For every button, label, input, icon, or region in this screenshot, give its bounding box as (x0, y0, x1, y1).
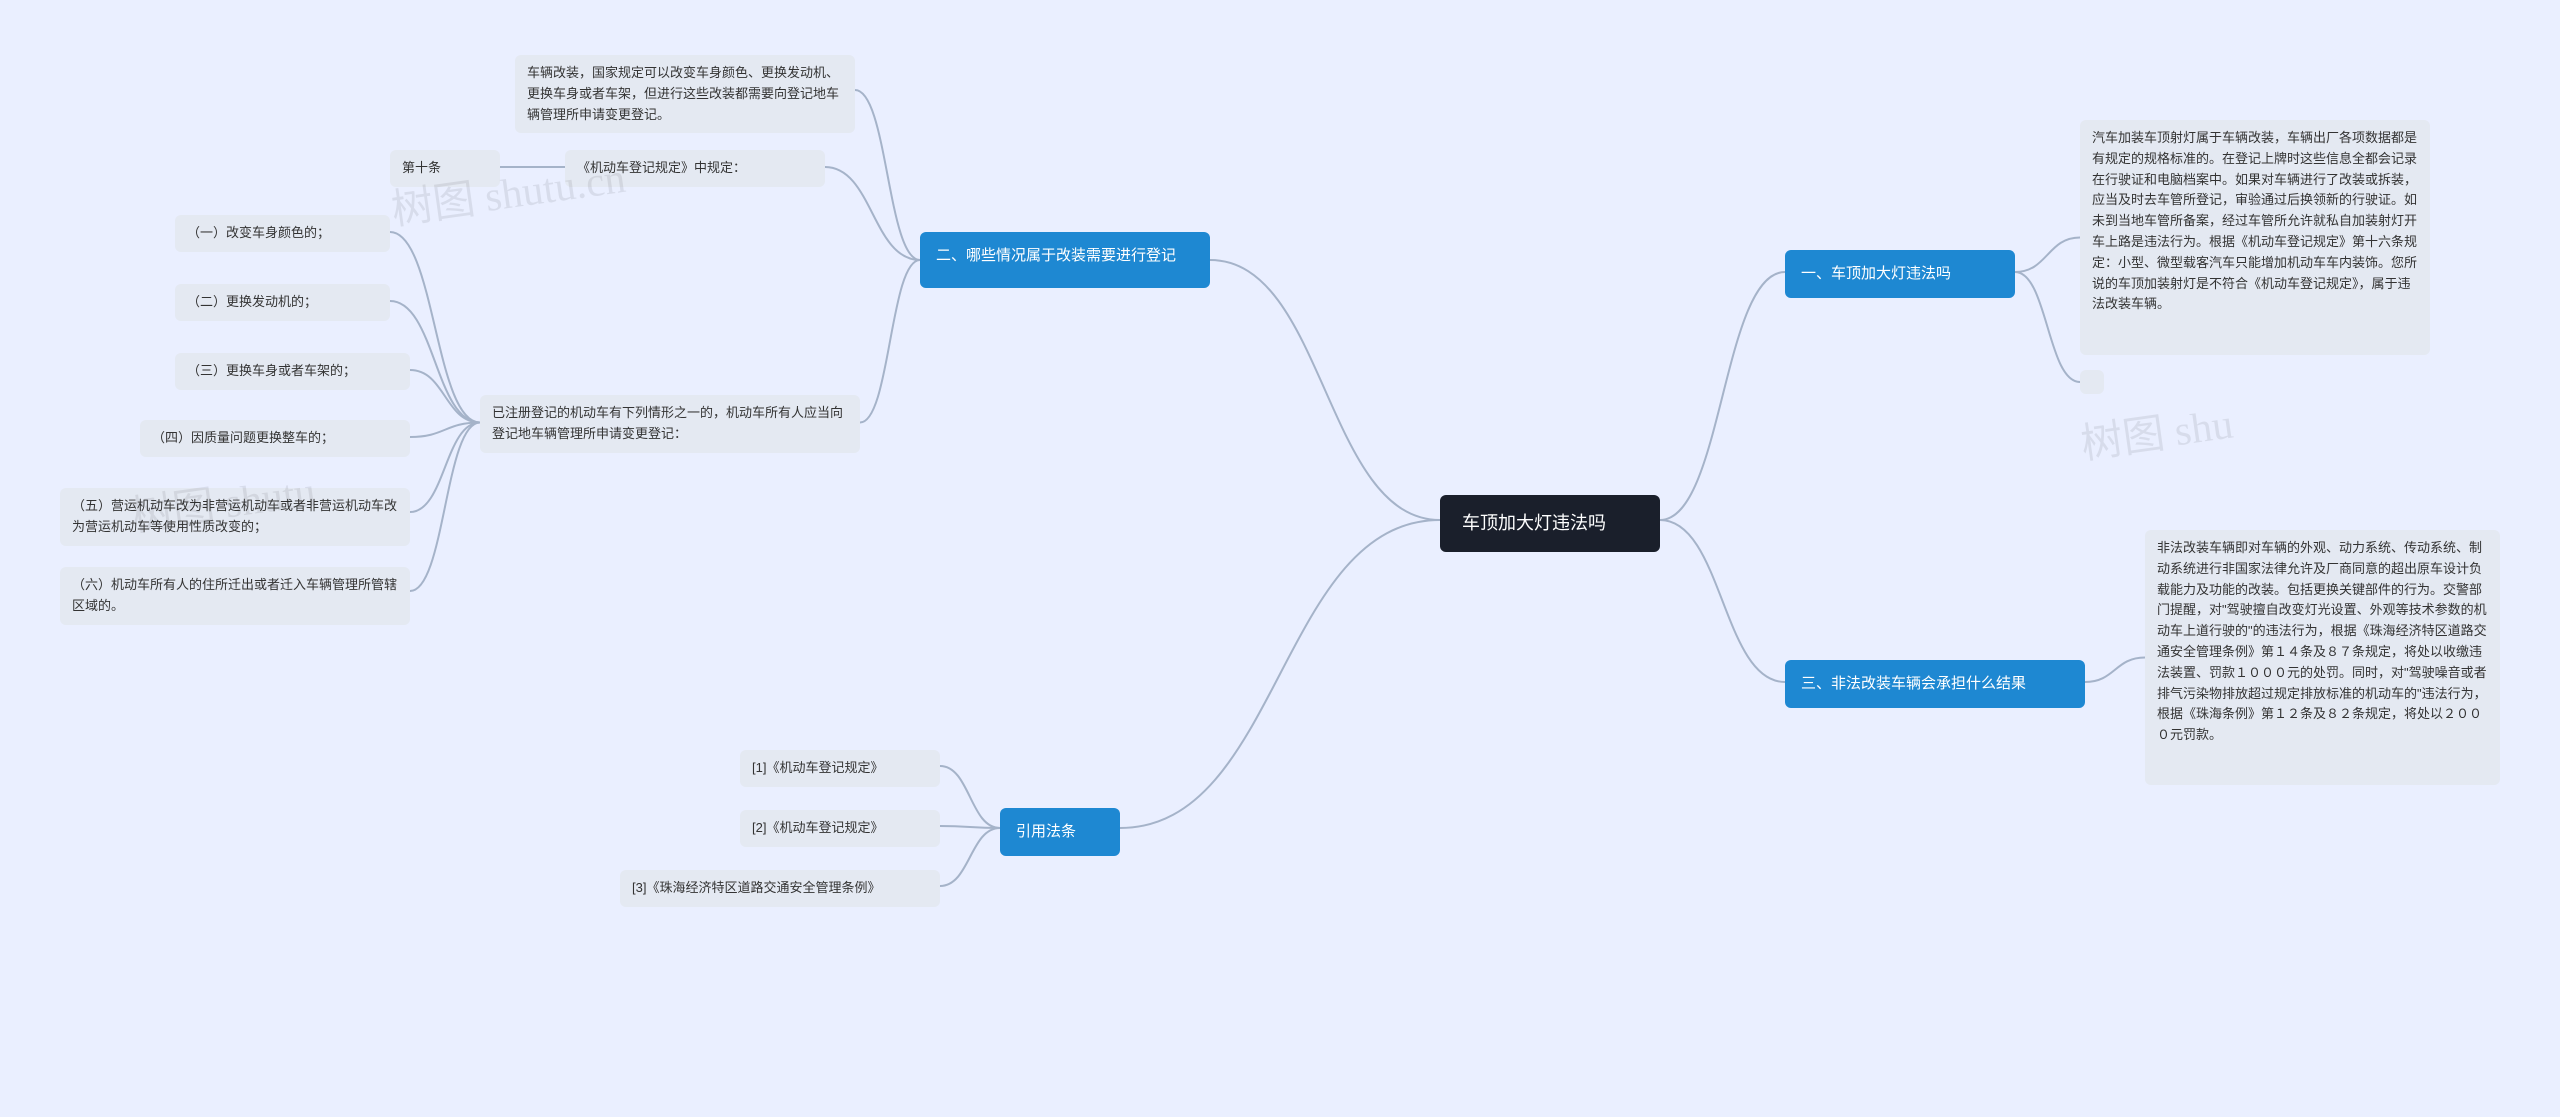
node-l4: （四）因质量问题更换整车的； (140, 420, 410, 457)
node-b4c3: [3]《珠海经济特区道路交通安全管理条例》 (620, 870, 940, 907)
node-root: 车顶加大灯违法吗 (1440, 495, 1660, 552)
node-b3: 三、非法改装车辆会承担什么结果 (1785, 660, 2085, 708)
node-b4c2: [2]《机动车登记规定》 (740, 810, 940, 847)
node-l2: （二）更换发动机的； (175, 284, 390, 321)
node-b2c3: 已注册登记的机动车有下列情形之一的，机动车所有人应当向登记地车辆管理所申请变更登… (480, 395, 860, 453)
node-b1: 一、车顶加大灯违法吗 (1785, 250, 2015, 298)
watermark-2: 树图 shu (2076, 390, 2236, 472)
node-b2c1: 车辆改装，国家规定可以改变车身颜色、更换发动机、更换车身或者车架，但进行这些改装… (515, 55, 855, 133)
node-l1: （一）改变车身颜色的； (175, 215, 390, 252)
node-b4: 引用法条 (1000, 808, 1120, 856)
node-l5: （五）营运机动车改为非营运机动车或者非营运机动车改为营运机动车等使用性质改变的； (60, 488, 410, 546)
node-b1c1: 汽车加装车顶射灯属于车辆改装，车辆出厂各项数据都是有规定的规格标准的。在登记上牌… (2080, 120, 2430, 355)
node-b2: 二、哪些情况属于改装需要进行登记 (920, 232, 1210, 288)
node-b2c2: 《机动车登记规定》中规定： (565, 150, 825, 187)
node-b2c2a: 第十条 (390, 150, 500, 187)
node-b3c1: 非法改装车辆即对车辆的外观、动力系统、传动系统、制动系统进行非国家法律允许及厂商… (2145, 530, 2500, 785)
node-l3: （三）更换车身或者车架的； (175, 353, 410, 390)
node-b4c1: [1]《机动车登记规定》 (740, 750, 940, 787)
mindmap-canvas: 车顶加大灯违法吗 一、车顶加大灯违法吗 汽车加装车顶射灯属于车辆改装，车辆出厂各项数… (0, 0, 2560, 1117)
node-l6: （六）机动车所有人的住所迁出或者迁入车辆管理所管辖区域的。 (60, 567, 410, 625)
node-b1c2 (2080, 370, 2104, 394)
